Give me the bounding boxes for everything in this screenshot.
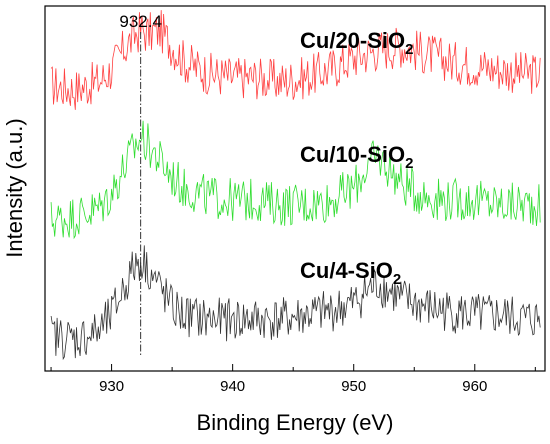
y-axis-label: Intensity (a.u.) xyxy=(2,118,27,257)
annotation-layer: 932.4 xyxy=(119,12,162,357)
series-label-cu10-main: Cu/10-SiO xyxy=(300,142,405,167)
series-label-cu4: Cu/4-SiO2 xyxy=(300,258,401,288)
series-label-cu20-main: Cu/20-SiO xyxy=(300,28,405,53)
series-label-cu20-sub: 2 xyxy=(405,41,413,58)
x-axis-ticks: 930 940 950 960 xyxy=(50,364,536,395)
series-label-cu20: Cu/20-SiO2 xyxy=(300,28,413,58)
series-line-3 xyxy=(50,245,541,361)
peak-marker-label: 932.4 xyxy=(119,12,162,31)
series-label-cu10-sub: 2 xyxy=(405,155,413,172)
series-label-cu4-main: Cu/4-SiO xyxy=(300,258,393,283)
series-line-1 xyxy=(50,10,541,110)
series-label-cu4-sub: 2 xyxy=(393,271,401,288)
series-layer xyxy=(50,10,541,361)
series-label-cu10: Cu/10-SiO2 xyxy=(300,142,413,172)
x-axis-label: Binding Energy (eV) xyxy=(197,410,394,435)
x-tick-label-940: 940 xyxy=(220,378,245,395)
plot-frame xyxy=(44,5,546,372)
x-tick-label-950: 950 xyxy=(341,378,366,395)
series-line-2 xyxy=(50,120,541,240)
x-tick-label-960: 960 xyxy=(462,378,487,395)
x-tick-label-930: 930 xyxy=(99,378,124,395)
